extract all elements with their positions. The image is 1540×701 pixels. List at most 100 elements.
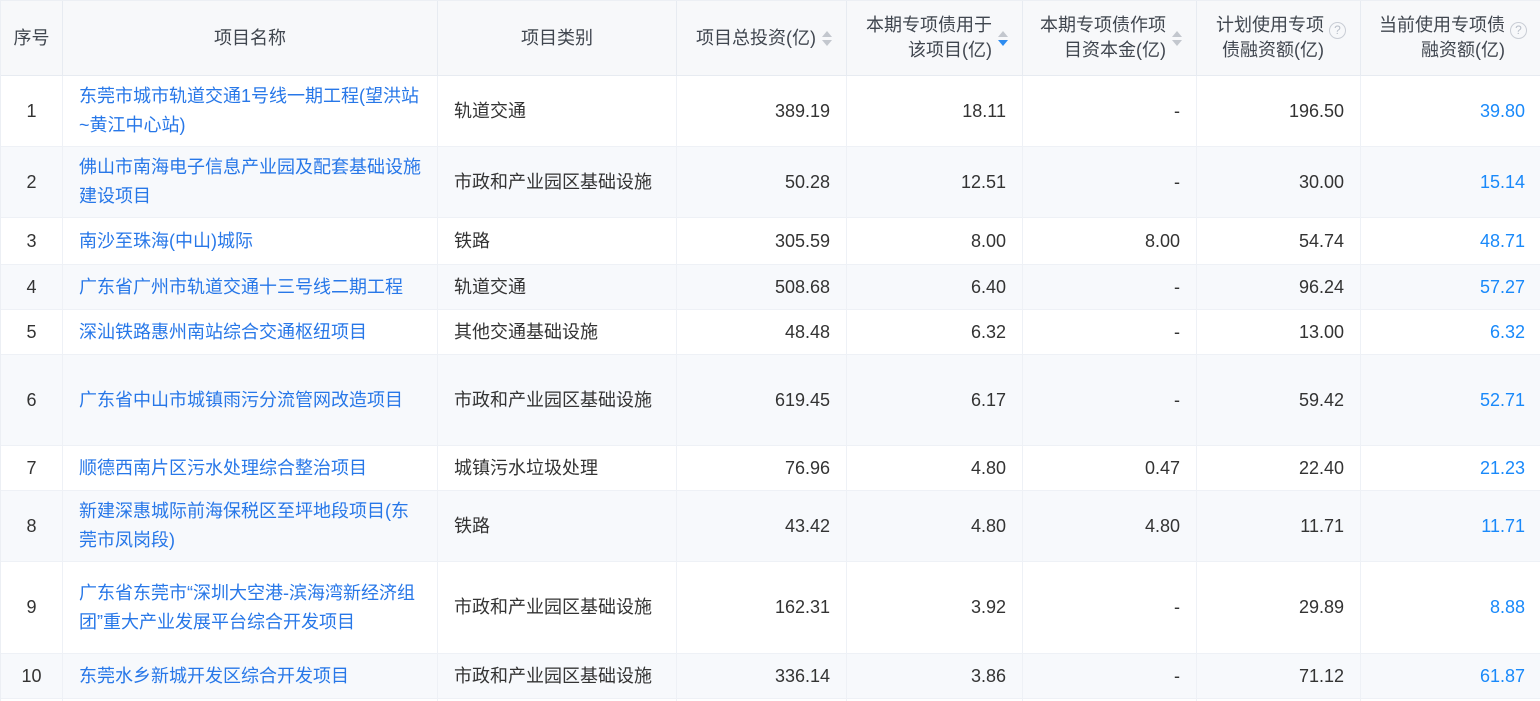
cell-current_amount: 48.71 — [1361, 218, 1540, 265]
cell-index: 1 — [1, 76, 63, 147]
column-header-label: 项目类别 — [521, 27, 593, 48]
project-name-link[interactable]: 广东省广州市轨道交通十三号线二期工程 — [79, 276, 403, 297]
cell-empty — [438, 699, 677, 701]
cell-category: 铁路 — [438, 218, 677, 265]
help-icon[interactable]: ? — [1510, 21, 1527, 39]
table-row: 9 广东省东莞市“深圳大空港-滨海湾新经济组团”重大产业发展平台综合开发项目 市政和… — [1, 562, 1540, 654]
cell-current_amount: 52.71 — [1361, 355, 1540, 446]
cell-bond_capital: 4.80 — [1023, 491, 1197, 562]
caret-down-icon[interactable] — [822, 39, 832, 46]
current-amount-value[interactable]: 48.71 — [1479, 230, 1525, 251]
current-amount-value[interactable]: 61.87 — [1479, 665, 1525, 686]
project-name-link[interactable]: 新建深惠城际前海保税区至坪地段项目(东莞市凤岗段) — [79, 501, 409, 550]
sort-toggle[interactable] — [822, 30, 832, 46]
cell-name: 广东省中山市城镇雨污分流管网改造项目 — [63, 355, 438, 446]
bond_used-value: 6.32 — [970, 321, 1006, 342]
category-value: 其他交通基础设施 — [454, 321, 598, 342]
current-amount-value[interactable]: 11.71 — [1481, 515, 1525, 536]
cell-planned_amount: 96.24 — [1197, 265, 1361, 310]
bond_capital-value: - — [1174, 665, 1180, 686]
bond_capital-value: 0.47 — [1144, 457, 1180, 478]
cell-empty — [1, 699, 63, 701]
current-amount-value[interactable]: 15.14 — [1479, 171, 1525, 192]
index-value: 5 — [26, 321, 37, 342]
column-header-label: 项目总投资(亿) — [696, 27, 816, 48]
total_investment-value: 48.48 — [784, 321, 830, 342]
current-amount-value[interactable]: 6.32 — [1489, 321, 1525, 342]
column-header-label: 本期专项债用于该项目(亿) — [866, 15, 992, 60]
cell-planned_amount: 13.00 — [1197, 310, 1361, 355]
index-value: 7 — [26, 457, 37, 478]
column-header-name: 项目名称 — [63, 1, 438, 75]
help-icon[interactable]: ? — [1329, 21, 1346, 39]
cell-empty — [1023, 699, 1197, 701]
sort-toggle[interactable] — [998, 30, 1008, 46]
caret-up-icon[interactable] — [1172, 30, 1182, 37]
cell-total_investment: 305.59 — [677, 218, 847, 265]
caret-up-icon[interactable] — [822, 30, 832, 37]
cell-total_investment: 389.19 — [677, 76, 847, 147]
cell-bond_used: 18.11 — [847, 76, 1023, 147]
cell-current_amount: 61.87 — [1361, 654, 1540, 699]
bond_capital-value: 4.80 — [1144, 515, 1180, 536]
cell-planned_amount: 22.40 — [1197, 446, 1361, 491]
project-name-link[interactable]: 深汕铁路惠州南站综合交通枢纽项目 — [79, 321, 367, 342]
table-header-row: 序号 项目名称 项目类别 项目总投资(亿) 本期专项债用于该项目(亿) 本期专项债作项目资… — [1, 0, 1540, 76]
cell-index: 2 — [1, 147, 63, 218]
cell-index: 5 — [1, 310, 63, 355]
category-value: 城镇污水垃圾处理 — [454, 457, 598, 478]
cell-bond_used: 8.00 — [847, 218, 1023, 265]
bond_used-value: 8.00 — [970, 230, 1006, 251]
table-row: 1 东莞市城市轨道交通1号线一期工程(望洪站~黄江中心站) 轨道交通 389.19 18… — [1, 76, 1540, 147]
cell-category: 市政和产业园区基础设施 — [438, 562, 677, 654]
project-name-link[interactable]: 东莞市城市轨道交通1号线一期工程(望洪站~黄江中心站) — [79, 86, 420, 135]
column-header-bond_used[interactable]: 本期专项债用于该项目(亿) — [847, 1, 1023, 75]
total_investment-value: 619.45 — [774, 389, 830, 410]
cell-planned_amount: 59.42 — [1197, 355, 1361, 446]
planned_amount-value: 71.12 — [1298, 665, 1344, 686]
bond_used-value: 3.92 — [970, 597, 1006, 617]
current-amount-value[interactable]: 52.71 — [1479, 389, 1525, 410]
column-header-planned_amount: 计划使用专项债融资额(亿)? — [1197, 1, 1361, 75]
current-amount-value[interactable]: 21.23 — [1479, 457, 1525, 478]
bond_capital-value: - — [1174, 389, 1180, 410]
cell-category: 市政和产业园区基础设施 — [438, 147, 677, 218]
project-name-link[interactable]: 佛山市南海电子信息产业园及配套基础设施建设项目 — [79, 157, 421, 206]
sort-toggle[interactable] — [1172, 30, 1182, 46]
cell-category: 铁路 — [438, 491, 677, 562]
project-name-link[interactable]: 广东省东莞市“深圳大空港-滨海湾新经济组团”重大产业发展平台综合开发项目 — [79, 582, 415, 632]
table-row-partial — [1, 699, 1540, 701]
cell-category: 轨道交通 — [438, 76, 677, 147]
column-header-index: 序号 — [1, 1, 63, 75]
cell-current_amount: 21.23 — [1361, 446, 1540, 491]
cell-bond_used: 4.80 — [847, 446, 1023, 491]
bond_used-value: 4.80 — [970, 515, 1006, 536]
cell-bond_capital: - — [1023, 76, 1197, 147]
index-value: 4 — [26, 276, 37, 297]
project-name-link[interactable]: 广东省中山市城镇雨污分流管网改造项目 — [79, 389, 403, 410]
cell-index: 7 — [1, 446, 63, 491]
current-amount-value[interactable]: 57.27 — [1479, 276, 1525, 297]
category-value: 铁路 — [454, 230, 490, 251]
caret-down-icon[interactable] — [998, 39, 1008, 46]
cell-planned_amount: 29.89 — [1197, 562, 1361, 654]
caret-down-icon[interactable] — [1172, 39, 1182, 46]
caret-up-icon[interactable] — [998, 30, 1008, 37]
planned_amount-value: 29.89 — [1298, 597, 1344, 617]
current-amount-value[interactable]: 8.88 — [1489, 597, 1525, 617]
bond_used-value: 3.86 — [970, 665, 1006, 686]
table-row: 5 深汕铁路惠州南站综合交通枢纽项目 其他交通基础设施 48.48 6.32 - 13.00… — [1, 310, 1540, 355]
project-name-link[interactable]: 顺德西南片区污水处理综合整治项目 — [79, 457, 367, 478]
column-header-bond_capital[interactable]: 本期专项债作项目资本金(亿) — [1023, 1, 1197, 75]
project-name-link[interactable]: 东莞水乡新城开发区综合开发项目 — [79, 665, 349, 686]
project-name-link[interactable]: 南沙至珠海(中山)城际 — [79, 230, 253, 251]
cell-current_amount: 6.32 — [1361, 310, 1540, 355]
total_investment-value: 76.96 — [784, 457, 830, 478]
cell-index: 4 — [1, 265, 63, 310]
planned_amount-value: 13.00 — [1298, 321, 1344, 342]
category-value: 市政和产业园区基础设施 — [454, 597, 652, 617]
cell-category: 市政和产业园区基础设施 — [438, 355, 677, 446]
column-header-total_investment[interactable]: 项目总投资(亿) — [677, 1, 847, 75]
current-amount-value[interactable]: 39.80 — [1479, 100, 1525, 121]
